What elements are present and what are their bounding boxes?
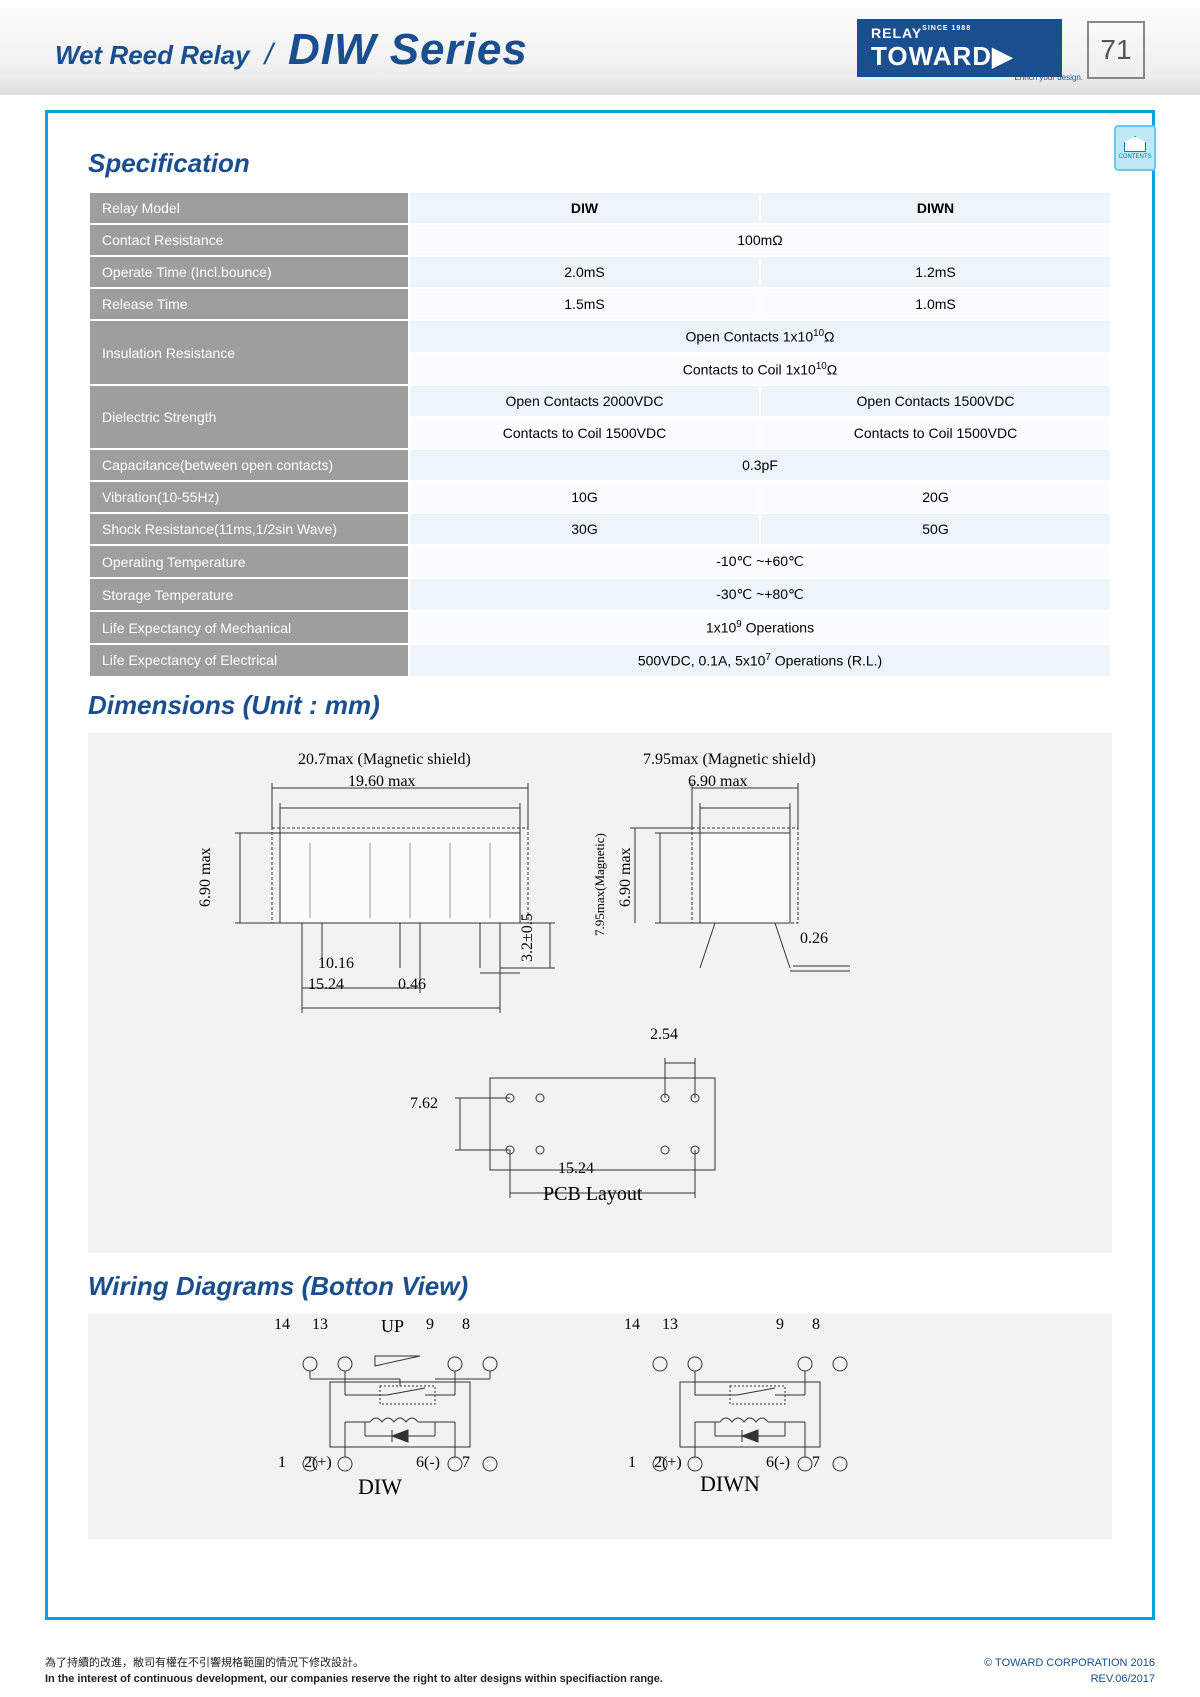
spec-label: Shock Resistance(11ms,1/2sin Wave): [89, 513, 409, 545]
spec-value: Contacts to Coil 1500VDC: [760, 417, 1111, 449]
dim-text: 6.90 max: [197, 847, 215, 907]
dimensions-diagram: 20.7max (Magnetic shield) 19.60 max 6.90…: [88, 733, 1112, 1253]
spec-label: Relay Model: [89, 192, 409, 224]
pin-label: 2(+): [654, 1454, 682, 1472]
pin-label: 8: [462, 1316, 470, 1334]
logo-relay-text: RELAYSINCE 1988: [871, 25, 1048, 41]
dim-text: 20.7max (Magnetic shield): [298, 751, 471, 769]
dim-text: 19.60 max: [348, 773, 416, 791]
footer-copyright: © TOWARD CORPORATION 2016 REV.06/2017: [984, 1656, 1155, 1687]
dim-text: 0.26: [800, 930, 828, 948]
spec-value: 100mΩ: [409, 224, 1111, 256]
spec-value: Open Contacts 1500VDC: [760, 385, 1111, 417]
wire-section-title: Wiring Diagrams (Botton View): [88, 1271, 1112, 1302]
spec-value: Contacts to Coil 1500VDC: [409, 417, 760, 449]
spec-value: 20G: [760, 481, 1111, 513]
dim-text: 10.16: [318, 955, 354, 973]
pin-label: 1: [628, 1454, 636, 1472]
spec-value: 500VDC, 0.1A, 5x107 Operations (R.L.): [409, 644, 1111, 677]
pin-label: 7: [812, 1454, 820, 1472]
dim-text: 2.54: [650, 1026, 678, 1044]
brand-logo: RELAYSINCE 1988 TOWARD▶: [857, 19, 1062, 77]
spec-value: 10G: [409, 481, 760, 513]
spec-section-title: Specification: [88, 148, 1112, 179]
pin-label: 2(+): [304, 1454, 332, 1472]
header-title-group: Wet Reed Relay / DIW Series: [55, 25, 857, 75]
logo-tagline: Enrich your design.: [1015, 73, 1087, 82]
pin-label: 1: [278, 1454, 286, 1472]
spec-value: Open Contacts 2000VDC: [409, 385, 760, 417]
pin-label: 13: [312, 1316, 328, 1334]
spec-value: DIW: [409, 192, 760, 224]
logo-wrapper: RELAYSINCE 1988 TOWARD▶ Enrich your desi…: [857, 19, 1087, 82]
content-frame: CONTENTS Specification Relay ModelDIWDIW…: [45, 110, 1155, 1620]
spec-value: 2.0mS: [409, 256, 760, 288]
dim-text: 3.2±0.5: [519, 913, 537, 962]
dim-text: 7.95max (Magnetic shield): [643, 751, 816, 769]
pin-label: 9: [426, 1316, 434, 1334]
wiring-svg: [108, 1334, 1092, 1519]
spec-value: -10℃ ~+60℃: [409, 545, 1111, 578]
pin-label: 14: [624, 1316, 640, 1334]
wiring-diagram: 14 13 UP 9 8 1 2(+) 6(-) 7 DIW 14 13 9 8…: [88, 1314, 1112, 1539]
spec-value: 50G: [760, 513, 1111, 545]
diw-label: DIW: [358, 1474, 402, 1500]
pin-label: 6(-): [416, 1454, 440, 1472]
header-main-title: DIW Series: [288, 25, 528, 75]
logo-brand-text: TOWARD▶: [871, 43, 1048, 69]
contents-badge-icon[interactable]: CONTENTS: [1114, 125, 1156, 171]
pin-label: 13: [662, 1316, 678, 1334]
spec-label: Vibration(10-55Hz): [89, 481, 409, 513]
spec-label: Operate Time (Incl.bounce): [89, 256, 409, 288]
pin-label: 8: [812, 1316, 820, 1334]
page-footer: 為了持續的改進，敝司有權在不引響規格範圍的情況下修改設計。 In the int…: [45, 1656, 1155, 1687]
spec-value: 1.0mS: [760, 288, 1111, 320]
spec-table: Relay ModelDIWDIWN Contact Resistance100…: [88, 191, 1112, 678]
spec-label: Storage Temperature: [89, 578, 409, 611]
pin-label: 9: [776, 1316, 784, 1334]
spec-value: 1.2mS: [760, 256, 1111, 288]
dimensions-svg: [108, 753, 1092, 1233]
diwn-label: DIWN: [700, 1471, 760, 1497]
dim-text: 15.24: [558, 1160, 594, 1178]
spec-label: Life Expectancy of Mechanical: [89, 611, 409, 644]
dim-text: 6.90 max: [688, 773, 748, 791]
spec-label: Operating Temperature: [89, 545, 409, 578]
spec-label: Dielectric Strength: [89, 385, 409, 449]
dim-text: 6.90 max: [617, 847, 635, 907]
pin-label: 6(-): [766, 1454, 790, 1472]
spec-label: Contact Resistance: [89, 224, 409, 256]
dim-text: PCB Layout: [543, 1183, 642, 1206]
up-label: UP: [381, 1316, 404, 1337]
page-number: 71: [1087, 21, 1145, 79]
dim-section-title: Dimensions (Unit : mm): [88, 690, 1112, 721]
spec-label: Insulation Resistance: [89, 320, 409, 385]
spec-value: 1x109 Operations: [409, 611, 1111, 644]
dim-text: 15.24: [308, 976, 344, 994]
spec-value: 0.3pF: [409, 449, 1111, 481]
header-subtitle: Wet Reed Relay: [55, 40, 250, 71]
dim-text: 7.95max(Magnetic): [592, 833, 608, 936]
dim-text: 7.62: [410, 1095, 438, 1113]
footer-disclaimer: 為了持續的改進，敝司有權在不引響規格範圍的情況下修改設計。 In the int…: [45, 1656, 663, 1687]
spec-label: Life Expectancy of Electrical: [89, 644, 409, 677]
dim-text: 0.46: [398, 976, 426, 994]
spec-label: Capacitance(between open contacts): [89, 449, 409, 481]
pin-label: 14: [274, 1316, 290, 1334]
spec-value: 30G: [409, 513, 760, 545]
spec-value: DIWN: [760, 192, 1111, 224]
header-slash: /: [265, 38, 273, 72]
page-header: Wet Reed Relay / DIW Series RELAYSINCE 1…: [0, 0, 1200, 95]
spec-value: -30℃ ~+80℃: [409, 578, 1111, 611]
pin-label: 7: [462, 1454, 470, 1472]
spec-value: 1.5mS: [409, 288, 760, 320]
spec-label: Release Time: [89, 288, 409, 320]
spec-value: Contacts to Coil 1x1010Ω: [409, 353, 1111, 386]
spec-value: Open Contacts 1x1010Ω: [409, 320, 1111, 353]
